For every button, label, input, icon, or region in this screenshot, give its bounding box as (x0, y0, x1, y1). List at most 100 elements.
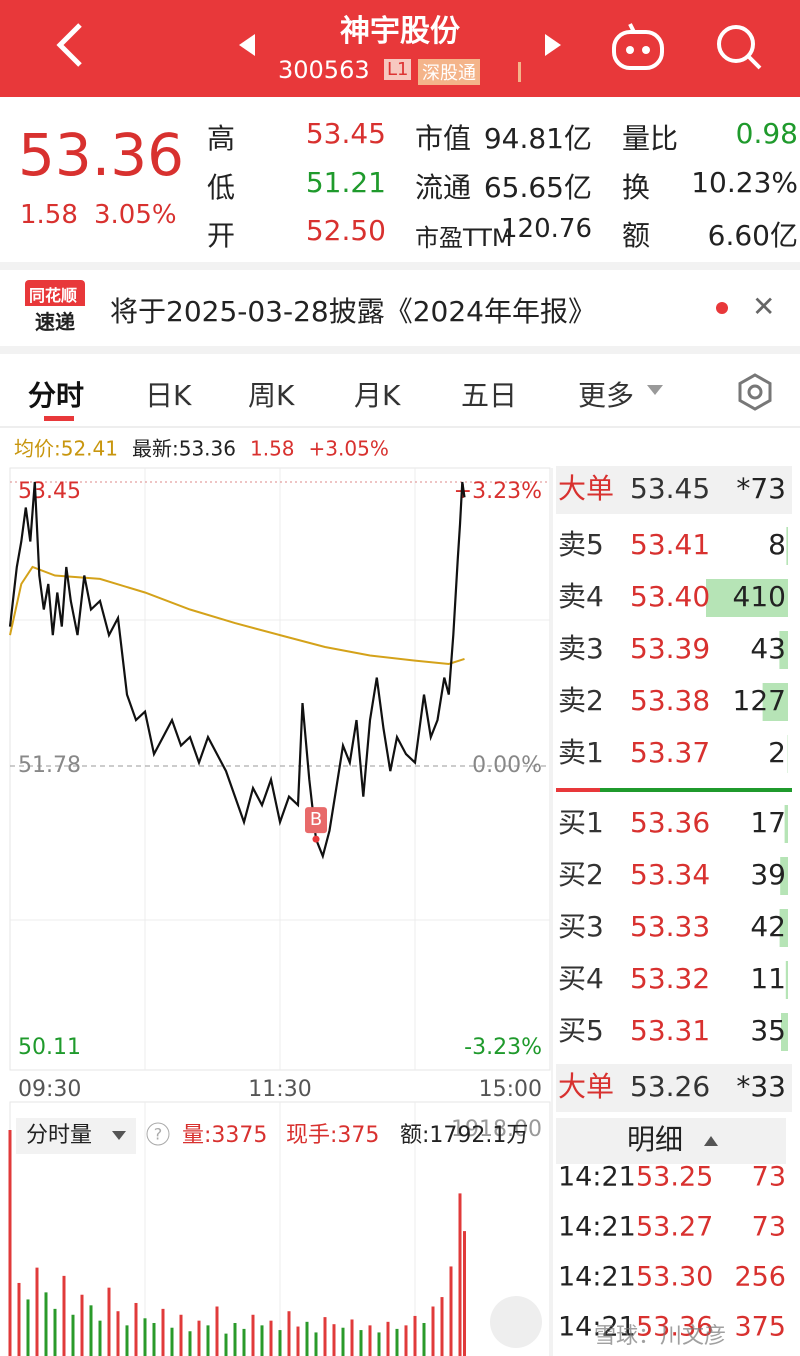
trade-marker-dot (312, 835, 320, 843)
back-button[interactable] (50, 20, 90, 70)
notice-close[interactable]: ✕ (752, 290, 776, 323)
volume-bar (377, 1332, 381, 1356)
divider (0, 262, 800, 270)
book-volume-bar (784, 805, 788, 843)
stat-label: 额 (622, 219, 651, 252)
avg-line (9, 565, 465, 666)
divider (0, 346, 800, 354)
prev-stock[interactable] (235, 32, 259, 58)
stat-label: 低 (207, 171, 236, 204)
help-mark: ? (154, 1125, 163, 1144)
volume-bar (44, 1292, 48, 1356)
volume-bar (188, 1331, 192, 1356)
divider (0, 426, 800, 428)
price-change-pct: 3.05% (94, 200, 177, 230)
book-volume-bar (706, 579, 788, 617)
volume-title: 分时量 (26, 1123, 92, 1148)
tab[interactable]: 更多 (578, 379, 635, 412)
price-line (8, 481, 466, 860)
y-tick-label: 50.11 (18, 1035, 81, 1060)
dropdown-icon (647, 385, 663, 395)
next-stock[interactable] (541, 32, 565, 58)
bid-label: 买2 (558, 858, 604, 891)
robot-icon[interactable] (610, 22, 666, 72)
tab[interactable]: 五日 (461, 379, 518, 412)
bid-price: 53.32 (630, 962, 710, 995)
detail-volume: 73 (752, 1162, 786, 1193)
detail-price: 53.30 (636, 1262, 713, 1293)
volume-bar (449, 1266, 453, 1356)
volume-bar (413, 1315, 417, 1356)
stat-value: 52.50 (305, 214, 386, 247)
stat-value: 51.21 (305, 166, 386, 199)
bid-label: 买1 (558, 806, 604, 839)
volume-bar (224, 1333, 228, 1356)
volume-bar (71, 1314, 75, 1356)
stock-code: 300563 (278, 56, 370, 84)
stat-value: 0.98 (735, 117, 798, 150)
volume-stat: 量:3375 (182, 1123, 267, 1148)
detail-time: 14:21 (558, 1262, 636, 1293)
settings-icon[interactable] (735, 372, 775, 412)
ask-label: 卖1 (558, 736, 604, 769)
stat-label: 换 (622, 171, 651, 204)
volume-tick-label: 1918.00 (451, 1117, 542, 1142)
stat-label: 高 (207, 122, 236, 155)
volume-bar (89, 1305, 93, 1356)
volume-bar (278, 1330, 282, 1356)
badge-divider (518, 62, 521, 82)
volume-bar (287, 1311, 291, 1356)
big-order-volume: *33 (736, 1070, 786, 1103)
volume-bar (35, 1267, 39, 1356)
stat-label: 流通 (415, 171, 472, 204)
volume-bar (233, 1323, 237, 1356)
volume-bar (350, 1319, 354, 1356)
bid-volume: 39 (750, 858, 786, 891)
bid-volume: 35 (750, 1014, 786, 1047)
ask-volume: 410 (733, 580, 786, 613)
volume-bar (242, 1328, 246, 1356)
detail-price: 53.36 (636, 1312, 713, 1343)
volume-bar (53, 1308, 57, 1356)
bid-volume: 42 (750, 910, 786, 943)
volume-stat: 现手:375 (286, 1123, 379, 1148)
ask-volume: 127 (733, 684, 786, 717)
volume-bar (98, 1320, 102, 1356)
ask-volume: 8 (768, 528, 786, 561)
volume-dropdown (112, 1131, 126, 1140)
book-volume-bar (786, 527, 788, 565)
big-order-volume: *73 (736, 472, 786, 505)
details-title: 明细 (627, 1123, 683, 1156)
tab[interactable]: 分时 (28, 379, 85, 412)
ask-price: 53.39 (630, 632, 710, 665)
tab[interactable]: 周K (248, 379, 295, 412)
detail-time: 14:21 (558, 1162, 636, 1193)
tab[interactable]: 月K (354, 379, 401, 412)
chart: 均价:52.41 最新:53.36 1.58 +3.05% 09:30 11:30 15:0… (8, 437, 792, 1356)
detail-price: 53.27 (636, 1212, 713, 1243)
book-volume-bar (779, 909, 788, 947)
big-order-label: 大单 (558, 472, 614, 505)
ask-volume: 43 (750, 632, 786, 665)
detail-time: 14:21 (558, 1312, 636, 1343)
bid-volume: 17 (750, 806, 786, 839)
volume-bar (17, 1282, 21, 1356)
details-header-bg (556, 1118, 786, 1164)
stat-value: 120.76 (501, 214, 592, 244)
volume-bar (161, 1308, 165, 1356)
tab[interactable]: 日K (145, 379, 192, 412)
bid-label: 买3 (558, 910, 604, 943)
volume-bar (107, 1287, 111, 1356)
volume-bar (143, 1318, 147, 1356)
ask-label: 卖5 (558, 528, 604, 561)
stat-label: 市盈TTM (415, 224, 513, 252)
ask-label: 卖4 (558, 580, 604, 613)
big-order-price: 53.45 (630, 472, 710, 505)
logo-bottom: 速递 (25, 306, 85, 336)
book-volume-bar (785, 961, 788, 999)
search-icon[interactable] (714, 22, 764, 72)
notice-dot (716, 302, 728, 314)
ask-price: 53.37 (630, 736, 710, 769)
connect-badge: 深股通 (418, 59, 480, 85)
notice-text[interactable]: 将于2025-03-28披露《2024年年报》 (110, 295, 596, 328)
